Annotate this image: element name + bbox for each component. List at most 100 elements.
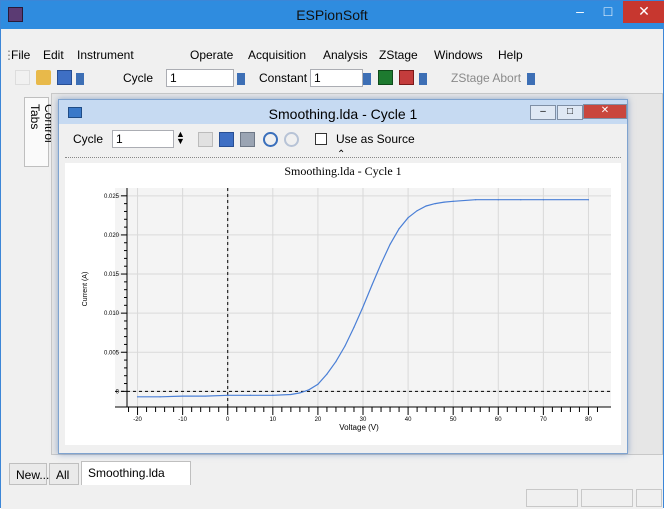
app-icon[interactable] [8, 7, 23, 22]
menu-zstage[interactable]: ZStage [379, 48, 418, 62]
tab-all[interactable]: All [49, 463, 79, 485]
plot-window-title: Smoothing.lda - Cycle 1 [268, 106, 418, 122]
toolbar-dropdown-icon-2[interactable] [237, 73, 245, 85]
data-point [362, 306, 364, 308]
data-point [407, 217, 409, 219]
x-tick-label-10: 80 [585, 417, 592, 423]
data-point [520, 199, 522, 201]
data-point [353, 326, 355, 328]
toolbar-cycle-value: 1 [170, 71, 177, 85]
menu-analysis[interactable]: Analysis [323, 48, 368, 62]
save-icon[interactable] [57, 70, 72, 85]
x-tick-label-8: 60 [495, 417, 502, 423]
plot-window-icon[interactable] [68, 107, 82, 118]
y-ticks: 0 0.005 0.010 0.015 0.020 0.025 [104, 188, 128, 407]
data-point [425, 205, 427, 207]
main-toolbar: Cycle 1 Constant 1 ZStage Abort [1, 66, 663, 90]
plot-panel: Smoothing.lda - Cycle 1 Voltage (V) Curr… [65, 163, 621, 445]
data-point [136, 396, 139, 398]
data-point [475, 199, 477, 201]
child-restore-button[interactable]: □ [557, 105, 583, 120]
menu-windows[interactable]: Windows [434, 48, 483, 62]
data-point [299, 392, 301, 394]
plot-window-title-bar: Smoothing.lda - Cycle 1 – □ ✕ [59, 100, 627, 124]
chevron-up-icon[interactable]: ⌃ [337, 149, 346, 160]
data-point [443, 201, 445, 203]
minimize-button[interactable]: – [576, 3, 584, 19]
menu-edit[interactable]: Edit [43, 48, 64, 62]
chart-x-label: Voltage (V) [339, 423, 379, 432]
toolbar-dropdown-icon-4[interactable] [419, 73, 427, 85]
data-point [434, 203, 436, 205]
plot-cycle-label: Cycle [73, 132, 104, 146]
data-point [380, 263, 382, 265]
y-tick-label-5: 0.025 [104, 194, 120, 200]
voltage-current-chart: Smoothing.lda - Cycle 1 Voltage (V) Curr… [82, 164, 611, 432]
toolbar-dropdown-icon[interactable] [76, 73, 84, 85]
child-minimize-button[interactable]: – [530, 105, 556, 120]
menu-operate[interactable]: Operate [190, 48, 234, 62]
zoom-in-icon[interactable] [263, 132, 278, 147]
toolbar-dropdown-icon-5[interactable] [527, 73, 535, 85]
chart-y-label: Current (A) [82, 272, 89, 307]
toolbar-cycle-stepper[interactable]: 1 [166, 69, 234, 87]
toolbar-mode-field[interactable]: 1 [310, 69, 363, 87]
run-icon[interactable] [378, 70, 393, 85]
toolbar-mode-label: Constant [259, 71, 308, 85]
use-as-source-label: Use as Source [336, 132, 415, 146]
plot-cycle-spinner-icon[interactable]: ▲ ▼ [176, 129, 185, 146]
toolbar-dropdown-icon-3[interactable] [363, 73, 371, 85]
menu-bar: ⋮ File Edit Instrument Operate Acquisiti… [1, 46, 663, 64]
menu-grip: ⋮ [3, 48, 15, 62]
plot-cycle-value: 1 [116, 132, 123, 146]
data-point [389, 243, 391, 245]
menu-help[interactable]: Help [498, 48, 523, 62]
splitter-dots [65, 157, 621, 158]
chart-title: Smoothing.lda - Cycle 1 [284, 164, 401, 178]
panel-splitter[interactable]: ⌃ [65, 149, 621, 162]
data-point [182, 395, 184, 397]
menu-instrument[interactable]: Instrument [77, 48, 134, 62]
data-point [398, 228, 400, 230]
child-close-button[interactable]: ✕ [583, 104, 627, 119]
x-tick-label-5: 30 [360, 417, 367, 423]
tab-smoothing[interactable]: Smoothing.lda [81, 461, 191, 485]
data-point [159, 396, 161, 398]
x-tick-label-7: 50 [450, 417, 457, 423]
plot-save-icon[interactable] [219, 132, 234, 147]
y-tick-label-2: 0.010 [104, 311, 120, 317]
zoom-out-icon[interactable] [284, 132, 299, 147]
app-title: ESPionSoft [296, 7, 368, 23]
copy-icon[interactable] [198, 132, 213, 147]
data-point [452, 200, 454, 202]
document-tabs: New... All Smoothing.lda [9, 461, 663, 485]
status-pane-1 [526, 489, 578, 507]
menu-acquisition[interactable]: Acquisition [248, 48, 307, 62]
series-layer [136, 199, 590, 398]
plot-cycle-field[interactable]: 1 [112, 130, 174, 148]
close-button[interactable]: ✕ [623, 1, 664, 23]
y-tick-label-3: 0.015 [104, 272, 120, 278]
print-icon[interactable] [240, 132, 255, 147]
open-folder-icon[interactable] [36, 70, 51, 85]
toolbar-mode-number: 1 [314, 71, 321, 85]
menu-file[interactable]: File [11, 48, 31, 62]
maximize-button[interactable]: □ [603, 3, 613, 19]
data-point [272, 394, 274, 396]
data-point [204, 395, 206, 397]
tab-new[interactable]: New... [9, 463, 49, 485]
data-point [587, 199, 590, 201]
zstage-abort-button[interactable]: ZStage Abort [451, 71, 522, 85]
control-tabs-tab[interactable]: Control Tabs [24, 97, 56, 167]
x-tick-label-9: 70 [540, 417, 547, 423]
x-tick-label-6: 40 [405, 417, 412, 423]
data-point [371, 284, 373, 286]
stop-icon[interactable] [399, 70, 414, 85]
resize-grip[interactable] [636, 489, 662, 507]
x-tick-label-4: 20 [315, 417, 322, 423]
new-icon[interactable] [15, 70, 30, 85]
toolbar-cycle-label: Cycle [123, 71, 154, 85]
use-as-source-checkbox[interactable] [315, 133, 327, 145]
data-point [344, 345, 346, 347]
